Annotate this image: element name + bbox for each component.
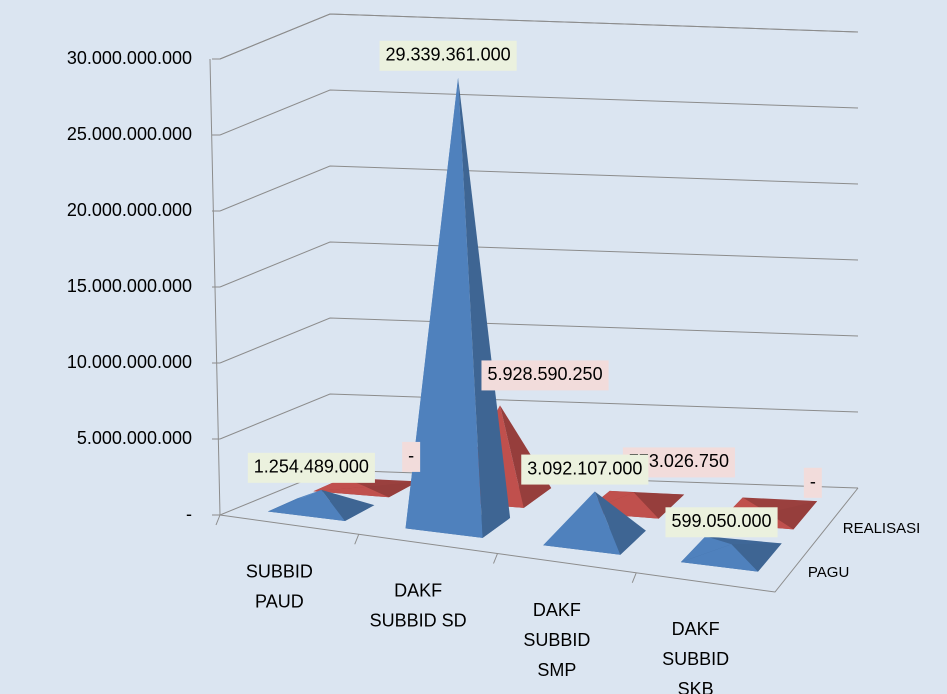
data-label: 773.026.750	[629, 451, 729, 471]
pyramid-face	[313, 486, 389, 498]
series-axis-label: PAGU	[808, 564, 849, 581]
pyramid	[680, 536, 782, 572]
grid-line	[219, 317, 859, 364]
data-label: -	[810, 472, 816, 492]
y-tick-label: 15.000.000.000	[67, 276, 192, 296]
pyramid-face	[594, 491, 646, 555]
grid-line	[219, 13, 859, 60]
x-tick-label: DAKF	[394, 581, 442, 601]
data-label: -	[408, 446, 414, 466]
pyramid-face	[731, 543, 782, 572]
pyramid-face	[680, 536, 732, 563]
pyramid-face	[267, 489, 345, 521]
pyramid-face	[458, 77, 511, 538]
pyramid-face	[543, 491, 621, 555]
data-label: 1.254.489.000	[254, 457, 369, 477]
pyramid-face	[313, 477, 367, 492]
y-tick-label: 25.000.000.000	[67, 124, 192, 144]
grid-line	[219, 89, 859, 136]
x-tick-label: SUBBID SD	[370, 611, 467, 631]
floor-edge	[219, 487, 859, 593]
x-tick	[631, 572, 637, 583]
data-label-box	[379, 40, 517, 71]
x-tick-label: DAKF	[533, 600, 581, 620]
data-label-box	[665, 507, 778, 538]
pyramid-face	[366, 481, 419, 498]
y-tick-label: -	[186, 504, 192, 524]
pyramid-face	[633, 492, 685, 519]
y-tick-label: 5.000.000.000	[77, 428, 192, 448]
pyramid	[267, 489, 375, 521]
pyramid-face	[321, 489, 375, 521]
pyramid	[405, 77, 511, 538]
x-tick-label: SUBBID	[523, 630, 590, 650]
pyramid-face	[680, 544, 758, 572]
data-label-box	[247, 452, 375, 483]
x-tick	[354, 534, 360, 545]
pyramid-face	[767, 501, 818, 530]
pyramid-face	[405, 77, 483, 538]
x-tick	[215, 514, 221, 526]
grid-line	[219, 241, 859, 288]
grid-line	[219, 165, 859, 212]
x-tick-label: SMP	[537, 660, 576, 680]
y-tick-label: 10.000.000.000	[67, 352, 192, 372]
data-label-box	[481, 360, 609, 391]
x-tick	[493, 553, 498, 564]
x-tick-label: SUBBID	[246, 561, 313, 581]
data-label: 5.928.590.250	[487, 364, 602, 384]
x-tick-label: SUBBID	[662, 649, 729, 669]
grid-line	[219, 393, 859, 440]
data-label-box	[803, 467, 822, 498]
y-tick-label: 20.000.000.000	[67, 200, 192, 220]
data-label: 29.339.361.000	[386, 45, 511, 65]
data-label: 3.092.107.000	[527, 458, 642, 478]
data-label-box	[402, 441, 421, 472]
y-tick-label: 30.000.000.000	[67, 48, 192, 68]
data-label: 599.050.000	[671, 511, 771, 531]
pyramid-face	[267, 489, 322, 512]
pyramid	[543, 491, 646, 555]
x-tick-label: PAUD	[255, 591, 304, 611]
x-tick-label: SKB	[678, 679, 714, 694]
series-axis-label: REALISASI	[843, 520, 921, 537]
data-label-box	[521, 454, 649, 485]
x-tick-label: DAKF	[672, 619, 720, 639]
